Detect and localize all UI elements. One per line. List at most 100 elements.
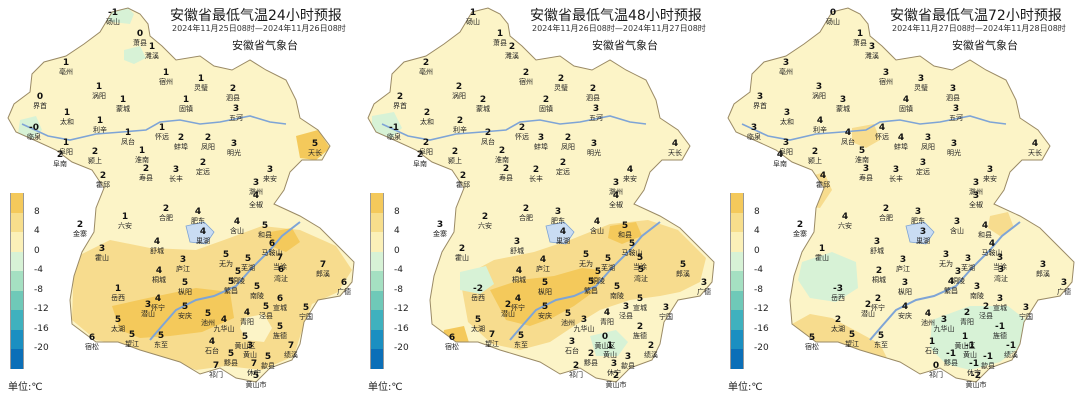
legend-label: 8 xyxy=(34,206,40,217)
station-marker: 4 桐城 xyxy=(143,266,175,284)
station-name: 太和 xyxy=(780,118,794,126)
station-temperature: 3 xyxy=(266,165,274,175)
station-temperature: 5 xyxy=(808,333,816,343)
station-temperature: 4 xyxy=(153,237,161,247)
station-name: 利辛 xyxy=(453,126,467,134)
legend-label: -8 xyxy=(34,284,43,295)
station-temperature: 4 xyxy=(902,95,910,105)
station-name: 阜阳 xyxy=(779,148,793,156)
station-name: 怀宁 xyxy=(871,304,885,312)
station-marker: 5 黄山市 xyxy=(240,371,272,389)
station-name: 来安 xyxy=(983,175,997,183)
station-temperature: 3 xyxy=(815,82,823,92)
province-map xyxy=(367,7,715,383)
legend-swatch xyxy=(730,232,744,252)
station-temperature: -2 xyxy=(473,284,483,294)
station-name: 淮南 xyxy=(855,156,869,164)
station-name: 长丰 xyxy=(169,175,183,183)
station-name: 舒城 xyxy=(150,247,164,255)
station-marker: 5 无为 xyxy=(210,250,242,268)
station-temperature: 4 xyxy=(593,217,601,227)
unit-label: 单位:℃ xyxy=(8,382,43,393)
station-marker: 3 来安 xyxy=(974,165,1006,183)
station-temperature: 4 xyxy=(194,207,202,217)
station-temperature: 4 xyxy=(199,227,207,237)
station-temperature: 4 xyxy=(819,171,827,181)
station-temperature: 3 xyxy=(949,84,957,94)
station-marker: 1 利辛 xyxy=(84,116,116,134)
station-name: 怀远 xyxy=(155,133,169,141)
station-name: 固镇 xyxy=(539,105,553,113)
station-name: 望江 xyxy=(845,340,859,348)
station-name: 休宁 xyxy=(607,369,621,377)
station-marker: -1 临泉 xyxy=(378,123,410,141)
station-temperature: 2 xyxy=(177,133,185,143)
station-marker: 3 明光 xyxy=(578,139,610,157)
station-name: 定远 xyxy=(916,168,930,176)
station-temperature: 4 xyxy=(208,337,216,347)
station-temperature: 2 xyxy=(508,42,516,52)
station-name: 五河 xyxy=(949,114,963,122)
station-temperature: 2 xyxy=(522,204,530,214)
station-name: 枞阳 xyxy=(178,288,192,296)
station-name: 泾县 xyxy=(979,312,993,320)
station-marker: -2 黄山市 xyxy=(960,371,992,389)
station-temperature: 5 xyxy=(252,371,260,381)
station-name: 青阳 xyxy=(960,318,974,326)
station-name: 东至 xyxy=(874,341,888,349)
station-temperature: 5 xyxy=(311,139,319,149)
station-name: 阜南 xyxy=(53,160,67,168)
station-name: 明光 xyxy=(947,149,961,157)
station-temperature: 3 xyxy=(179,255,187,265)
station-marker: 3 枞阳 xyxy=(889,278,921,296)
station-name: 灵璧 xyxy=(194,84,208,92)
station-name: 南陵 xyxy=(250,292,264,300)
station-temperature: 2 xyxy=(572,361,580,371)
legend-label: 4 xyxy=(394,226,400,237)
station-marker: 1 萧县 xyxy=(844,29,876,47)
station-temperature: 7 xyxy=(276,253,284,263)
station-temperature: 2 xyxy=(459,171,467,181)
station-name: 广德 xyxy=(697,288,711,296)
station-name: 宿州 xyxy=(879,78,893,86)
station-name: 寿县 xyxy=(139,174,153,182)
station-temperature: 2 xyxy=(522,68,530,78)
station-marker: 2 固镇 xyxy=(530,95,562,113)
station-temperature: 4 xyxy=(612,191,620,201)
station-temperature: 4 xyxy=(947,277,955,287)
station-temperature: 5 xyxy=(264,352,272,362)
legend-swatch xyxy=(730,251,744,272)
station-marker: 2 定远 xyxy=(187,158,219,176)
station-name: 湾沚 xyxy=(274,275,288,283)
legend-swatch xyxy=(370,271,384,291)
station-marker: 3 长丰 xyxy=(880,165,912,183)
station-temperature: 2 xyxy=(162,204,170,214)
station-marker: 3 涡阳 xyxy=(803,82,835,100)
legend-swatch xyxy=(10,212,24,233)
station-name: 黄山区 xyxy=(954,342,976,350)
station-temperature: 2 xyxy=(542,95,550,105)
station-temperature: 3 xyxy=(996,253,1004,263)
station-temperature: 3 xyxy=(892,165,900,175)
station-temperature: -2 xyxy=(971,371,981,381)
station-marker: 7 望江 xyxy=(476,330,508,348)
station-name: 宿州 xyxy=(519,78,533,86)
station-temperature: 1 xyxy=(197,74,205,84)
station-marker: 3 临泉 xyxy=(738,123,770,141)
temperature-legend: 8 4 0 -4 -8 -12 -16 -20 xyxy=(370,193,409,369)
station-name: 来安 xyxy=(263,175,277,183)
legend-label: -12 xyxy=(394,304,409,315)
station-temperature: 1 xyxy=(62,58,70,68)
station-name: 马鞍山 xyxy=(261,249,283,257)
station-name: 九华山 xyxy=(573,325,595,333)
station-name: 芜湖 xyxy=(601,264,615,272)
station-temperature: 3 xyxy=(973,282,981,292)
station-temperature: -1 xyxy=(389,123,399,133)
station-name: 繁昌 xyxy=(224,287,238,295)
station-name: 铜陵 xyxy=(591,277,605,285)
station-name: 阜阳 xyxy=(419,148,433,156)
station-marker: 3 铜陵 xyxy=(942,267,974,285)
station-name: 庐江 xyxy=(176,265,190,273)
station-temperature: 2 xyxy=(502,164,510,174)
yangtze-river xyxy=(149,221,301,341)
